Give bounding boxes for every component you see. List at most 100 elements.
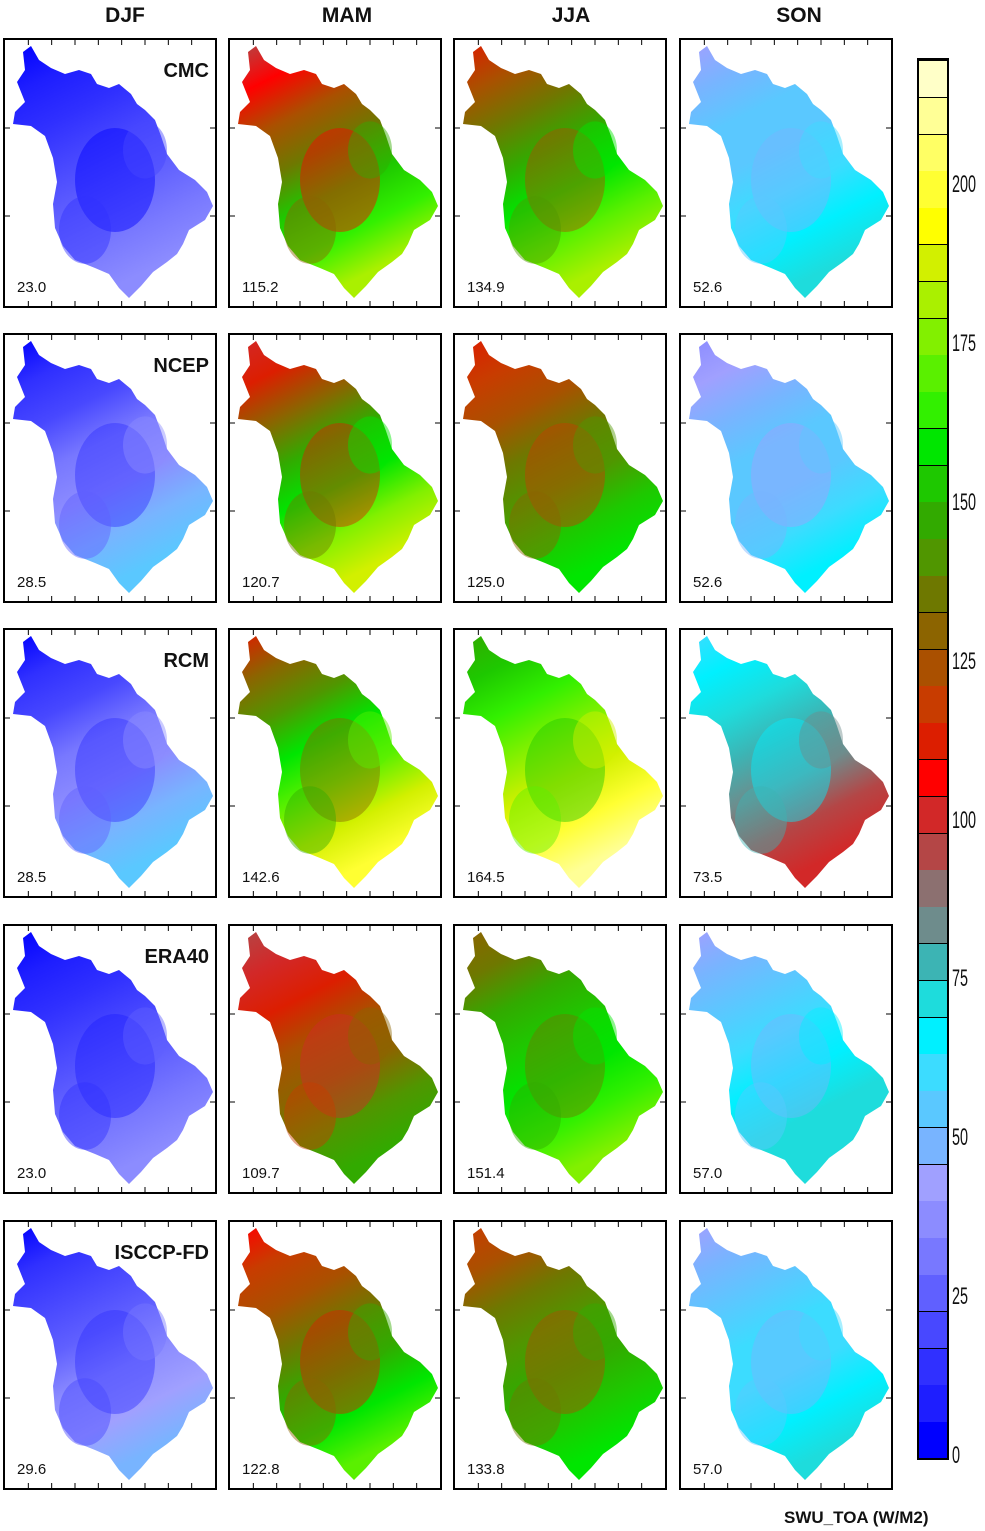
colorbar-tick-label: 50 (952, 1124, 969, 1152)
contour-patch (509, 1378, 561, 1446)
contour-patch (59, 1082, 111, 1150)
basin-shape (689, 341, 889, 593)
contour-patch (284, 491, 336, 559)
panel-mean-value: 57.0 (693, 1165, 723, 1182)
contour-patch (59, 491, 111, 559)
panel-mean-value: 29.6 (17, 1461, 47, 1478)
basin-shape (238, 1228, 438, 1480)
contour-patch (735, 1082, 787, 1150)
colorbar-band (919, 1274, 947, 1312)
basin-map (5, 1222, 215, 1488)
contour-patch (348, 121, 392, 179)
basin-map (681, 926, 891, 1192)
map-panel-isccp-fd-djf: ISCCP-FD 29.6 (3, 1220, 217, 1490)
column-header-djf: DJF (105, 4, 145, 27)
colorbar-band (919, 906, 947, 944)
colorbar-tick-label: 0 (952, 1442, 961, 1469)
panel-mean-value: 151.4 (467, 1165, 505, 1182)
basin-shape (689, 636, 889, 888)
basin-shape (13, 46, 213, 298)
basin-map (230, 40, 440, 306)
colorbar-band (919, 869, 947, 907)
panel-mean-value: 73.5 (693, 869, 723, 886)
axis-ticks (455, 630, 665, 896)
colorbar-tick-label: 75 (952, 965, 969, 993)
colorbar-band (919, 1200, 947, 1238)
contour-patch (509, 491, 561, 559)
axis-ticks (455, 40, 665, 306)
basin-map (681, 335, 891, 601)
colorbar-band (919, 207, 947, 245)
basin-shape (463, 46, 663, 298)
contour-patch (735, 491, 787, 559)
contour-patch (525, 1014, 605, 1118)
contour-patch (799, 711, 843, 769)
contour-patch (284, 1082, 336, 1150)
basin-shape (463, 1228, 663, 1480)
basin-shape (689, 1228, 889, 1480)
contour-patch (300, 1310, 380, 1414)
map-panel-ncep-djf: NCEP 28.5 (3, 333, 217, 603)
map-panel-isccp-fd-son: 57.0 (679, 1220, 893, 1490)
map-panel-ncep-jja: 125.0 (453, 333, 667, 603)
panel-mean-value: 52.6 (693, 279, 723, 296)
panel-mean-value: 125.0 (467, 574, 505, 591)
colorbar-tick-label: 150 (952, 488, 977, 516)
dataset-label: NCEP (153, 355, 209, 377)
colorbar-band (919, 1090, 947, 1128)
contour-patch (509, 786, 561, 854)
contour-patch (573, 1303, 617, 1361)
contour-patch (300, 718, 380, 822)
axis-ticks (5, 926, 215, 1192)
dataset-label: ISCCP-FD (114, 1242, 209, 1264)
contour-patch (751, 718, 831, 822)
column-header-jja: JJA (551, 4, 591, 27)
contour-patch (525, 718, 605, 822)
colorbar-band (919, 280, 947, 319)
panel-mean-value: 28.5 (17, 574, 47, 591)
map-panel-ncep-mam: 120.7 (228, 333, 442, 603)
axis-ticks (455, 335, 665, 601)
map-panel-rcm-djf: RCM 28.5 (3, 628, 217, 898)
colorbar-band (919, 832, 947, 870)
colorbar-band (919, 501, 947, 539)
colorbar-band (919, 60, 947, 98)
contour-patch (348, 1007, 392, 1065)
colorbar-band (919, 1384, 947, 1422)
basin-map (455, 40, 665, 306)
colorbar-band (919, 1421, 947, 1459)
colorbar-band (919, 427, 947, 466)
colorbar-band (919, 1163, 947, 1201)
basin-shape (238, 341, 438, 593)
basin-map (681, 1222, 891, 1488)
basin-map (455, 630, 665, 896)
panel-mean-value: 115.2 (242, 279, 279, 296)
contour-patch (735, 786, 787, 854)
basin-map (455, 926, 665, 1192)
contour-patch (284, 1378, 336, 1446)
panel-mean-value: 122.8 (242, 1461, 280, 1478)
contour-patch (799, 1007, 843, 1065)
contour-patch (300, 1014, 380, 1118)
basin-shape (238, 46, 438, 298)
colorbar-band (919, 170, 947, 208)
map-panel-era40-djf: ERA40 23.0 (3, 924, 217, 1194)
colorbar-band (919, 1126, 947, 1165)
colorbar-band (919, 464, 947, 502)
basin-map (5, 335, 215, 601)
contour-patch (123, 1303, 167, 1361)
contour-patch (751, 423, 831, 527)
contour-patch (123, 416, 167, 474)
map-panel-era40-son: 57.0 (679, 924, 893, 1194)
basin-shape (463, 932, 663, 1184)
contour-patch (573, 1007, 617, 1065)
map-panel-cmc-jja: 134.9 (453, 38, 667, 308)
axis-ticks (681, 335, 891, 601)
contour-patch (123, 711, 167, 769)
axis-ticks (230, 40, 440, 306)
basin-map (230, 630, 440, 896)
basin-map (5, 630, 215, 896)
colorbar-band (919, 96, 947, 135)
colorbar-units-label: SWU_TOA (W/M2) (784, 1508, 929, 1527)
colorbar-tick-label: 25 (952, 1283, 969, 1311)
